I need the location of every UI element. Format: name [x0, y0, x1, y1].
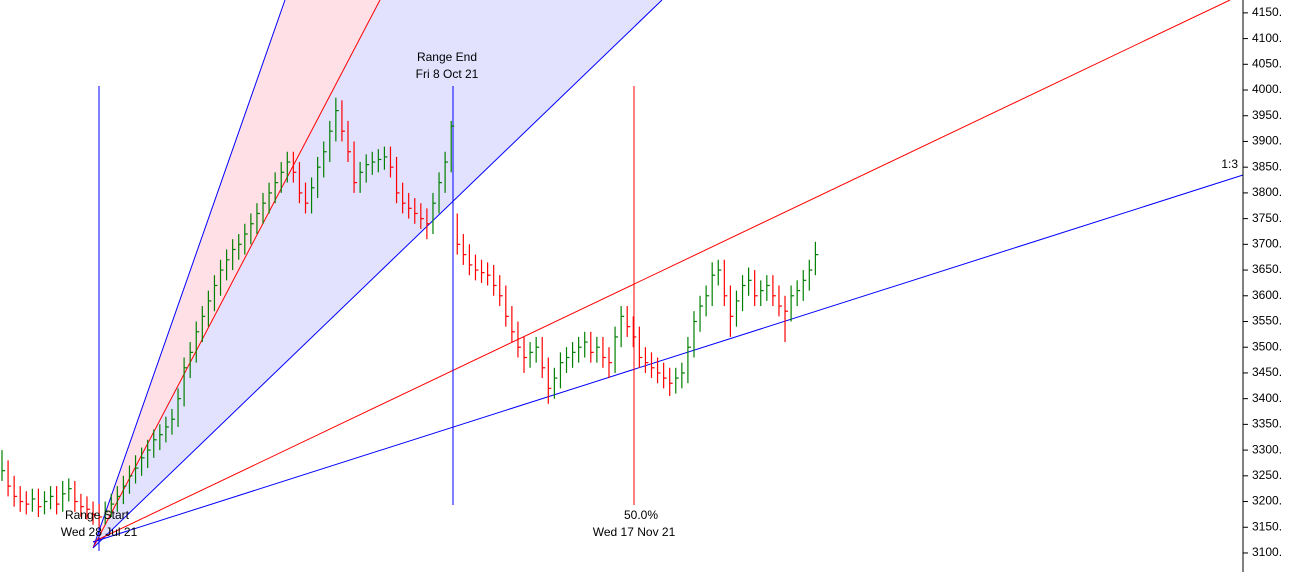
fan-line	[92, 174, 1244, 543]
annotation: 1:3	[1221, 157, 1238, 171]
y-tick-label: 3500.	[1252, 339, 1282, 353]
y-tick-label: 3750.	[1252, 211, 1282, 225]
y-axis-ticks: 3100. 3150. 3200. 3250. 3300. 3350. 3400. 3450.…	[1243, 5, 1282, 559]
y-tick-label: 4000.	[1252, 82, 1282, 96]
fan-line	[92, 0, 286, 549]
y-tick-label: 3700.	[1252, 237, 1282, 251]
y-tick-label: 3400.	[1252, 391, 1282, 405]
y-tick-label: 3300.	[1252, 442, 1282, 456]
y-tick-label: 3100.	[1252, 545, 1282, 559]
bars	[1, 97, 819, 528]
y-tick-label: 3350.	[1252, 417, 1282, 431]
y-tick-label: 3650.	[1252, 262, 1282, 276]
annotation: Wed 17 Nov 21	[593, 525, 676, 539]
y-tick-label: 3200.	[1252, 494, 1282, 508]
y-tick-label: 3600.	[1252, 288, 1282, 302]
fan-line	[92, 0, 381, 549]
fan-line	[92, 0, 1231, 543]
y-tick-label: 3900.	[1252, 134, 1282, 148]
y-tick-label: 4150.	[1252, 5, 1282, 19]
y-tick-label: 3950.	[1252, 108, 1282, 122]
fan-line	[92, 0, 663, 549]
annotation: Wed 28 Jul 21	[61, 525, 138, 539]
y-tick-label: 4100.	[1252, 31, 1282, 45]
annotation: Fri 8 Oct 21	[416, 67, 479, 81]
annotation: Range Start	[65, 508, 130, 522]
y-tick-label: 3250.	[1252, 468, 1282, 482]
y-tick-label: 4050.	[1252, 56, 1282, 70]
annotation: Range End	[417, 50, 477, 64]
y-tick-label: 3800.	[1252, 185, 1282, 199]
y-tick-label: 3550.	[1252, 314, 1282, 328]
y-tick-label: 3850.	[1252, 159, 1282, 173]
annotation: 50.0%	[624, 508, 658, 522]
y-tick-label: 3150.	[1252, 519, 1282, 533]
y-tick-label: 3450.	[1252, 365, 1282, 379]
